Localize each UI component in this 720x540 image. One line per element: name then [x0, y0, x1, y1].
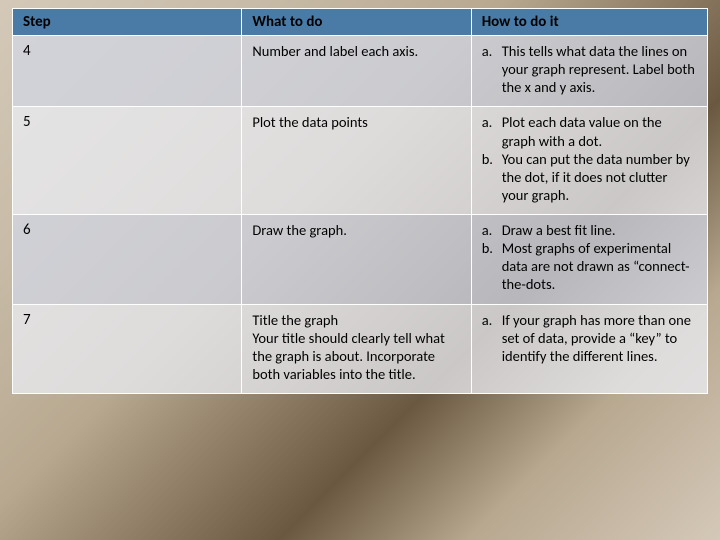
list-marker: a. [482, 113, 502, 131]
how-item-text: Plot each data value on the graph with a… [502, 113, 697, 149]
list-marker: a. [482, 42, 502, 60]
col-header-step: Step [13, 9, 242, 36]
how-item: a.Draw a best fit line. [482, 221, 697, 239]
how-item: a.This tells what data the lines on your… [482, 42, 697, 96]
table-row: 7Title the graphYour title should clearl… [13, 304, 708, 394]
cell-how: a.Plot each data value on the graph with… [471, 107, 707, 215]
cell-step: 6 [13, 215, 242, 305]
table-row: 5Plot the data points a.Plot each data va… [13, 107, 708, 215]
how-item-text: Most graphs of experimental data are not… [502, 239, 697, 293]
steps-table: Step What to do How to do it 4Number and… [12, 8, 708, 394]
cell-what: Number and label each axis. [242, 36, 471, 107]
how-item-text: Draw a best fit line. [502, 221, 697, 239]
how-item: b.Most graphs of experimental data are n… [482, 239, 697, 293]
list-marker: b. [482, 239, 502, 257]
table-body: 4Number and label each axis.a.This tells… [13, 36, 708, 394]
how-item: b.You can put the data number by the dot… [482, 150, 697, 204]
how-item: a.If your graph has more than one set of… [482, 311, 697, 365]
table-header-row: Step What to do How to do it [13, 9, 708, 36]
list-marker: a. [482, 311, 502, 329]
list-marker: b. [482, 150, 502, 168]
cell-what: Plot the data points [242, 107, 471, 215]
col-header-what: What to do [242, 9, 471, 36]
how-item-text: If your graph has more than one set of d… [502, 311, 697, 365]
col-header-how: How to do it [471, 9, 707, 36]
cell-how: a.Draw a best fit line.b.Most graphs of … [471, 215, 707, 305]
list-marker: a. [482, 221, 502, 239]
cell-how: a.If your graph has more than one set of… [471, 304, 707, 394]
table-row: 4Number and label each axis.a.This tells… [13, 36, 708, 107]
cell-how: a.This tells what data the lines on your… [471, 36, 707, 107]
cell-what: Draw the graph. [242, 215, 471, 305]
cell-step: 5 [13, 107, 242, 215]
table-row: 6Draw the graph.a.Draw a best fit line.b… [13, 215, 708, 305]
how-item-text: You can put the data number by the dot, … [502, 150, 697, 204]
cell-step: 7 [13, 304, 242, 394]
cell-step: 4 [13, 36, 242, 107]
how-item: a.Plot each data value on the graph with… [482, 113, 697, 149]
cell-what: Title the graphYour title should clearly… [242, 304, 471, 394]
how-item-text: This tells what data the lines on your g… [502, 42, 697, 96]
